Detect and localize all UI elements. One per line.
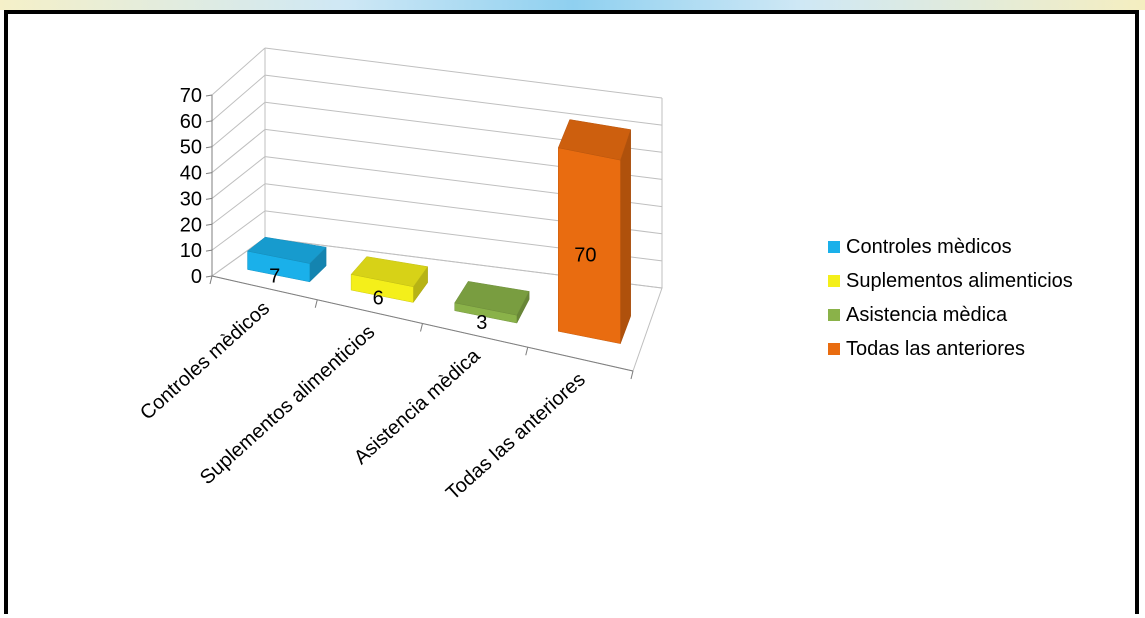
x-tick-mark [420,323,423,332]
bar-top [350,256,429,287]
legend-item: Asistencia mèdica [828,298,1073,332]
y-tick-mark [205,197,213,200]
side-gridline [211,210,266,251]
y-tick-labels: 0 10 20 30 40 50 60 70 [180,85,202,288]
bar [246,236,327,283]
y-tick-mark [205,172,213,175]
category-label: Asistencia mèdica [350,344,485,469]
side-gridline [211,74,266,122]
side-gridline [211,129,266,173]
x-tick-mark [209,275,213,285]
data-label: 6 [373,287,384,309]
y-tick-label: 30 [180,188,202,210]
y-tick-label: 0 [191,266,202,288]
bar-side [620,129,631,344]
legend-swatch [828,241,840,253]
legend-label: Asistencia mèdica [846,303,1008,326]
legend: Controles mèdicos Suplementos alimentici… [828,230,1073,366]
bar-top [557,119,632,161]
y-tick-mark [205,249,213,252]
bars: 7 6 3 70 [246,119,632,344]
x-tick-mark [630,370,634,380]
bar [454,281,530,324]
side-gridline [211,183,266,225]
category-label: Todas las anteriores [442,368,590,504]
data-label: 3 [476,312,487,334]
y-tick-label: 10 [180,240,202,262]
decorative-top-strip [0,0,1145,10]
legend-swatch [828,275,840,287]
y-tick-mark [205,94,213,97]
legend-item: Controles mèdicos [828,230,1073,264]
bar [557,119,632,344]
legend-label: Suplementos alimenticios [846,269,1073,292]
side-gridline [211,101,266,148]
y-tick-label: 20 [180,214,202,236]
back-gridline [264,74,663,126]
data-label: 70 [574,245,596,267]
side-gridline [211,47,266,96]
back-gridline [264,47,663,99]
y-tick-mark [205,146,213,149]
y-tick-label: 60 [180,111,202,133]
axes [205,94,663,380]
y-tick-mark [205,120,213,123]
y-tick-label: 40 [180,163,202,185]
y-tick-mark [205,223,213,226]
legend-label: Todas las anteriores [846,337,1025,360]
bar-top [246,236,327,264]
legend-item: Suplementos alimenticios [828,264,1073,298]
legend-swatch [828,343,840,355]
side-gridline [211,156,266,199]
bar-top [454,281,530,316]
legend-swatch [828,309,840,321]
legend-item: Todas las anteriores [828,332,1073,366]
data-label: 7 [269,265,280,287]
y-tick-label: 70 [180,85,202,107]
x-tick-mark [314,299,318,308]
y-tick-label: 50 [180,137,202,159]
x-tick-mark [525,347,529,356]
bar [350,256,429,304]
category-label: Controles mèdicos [136,297,274,424]
legend-label: Controles mèdicos [846,235,1012,258]
y-tick-mark [205,275,213,278]
